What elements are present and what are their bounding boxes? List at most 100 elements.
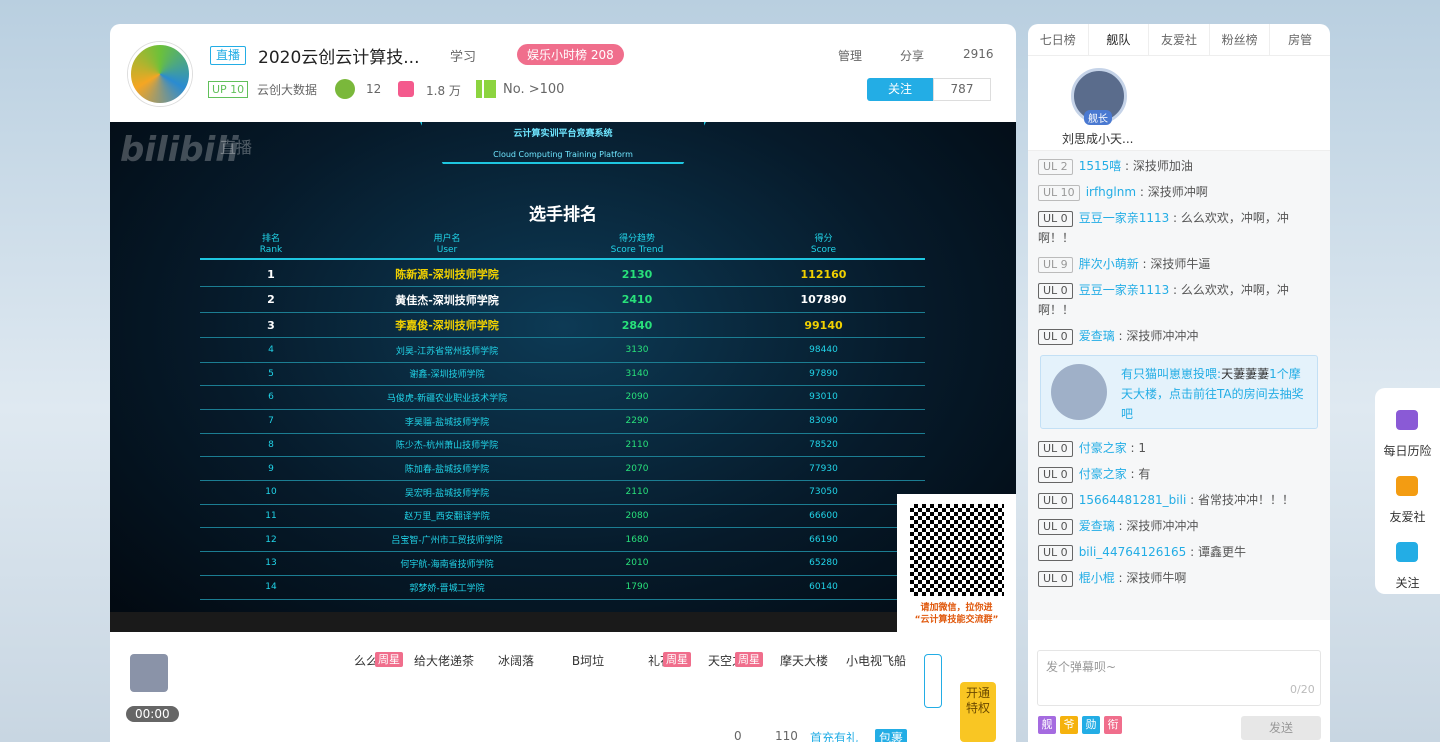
viewers: 2916	[963, 47, 994, 61]
chat-user[interactable]: bili_44764126165	[1078, 545, 1187, 559]
medal[interactable]: 舰	[1038, 716, 1056, 734]
table-header: 排名 Rank 用户名 User 得分趋势 Score Trend 得分 Score	[200, 234, 925, 260]
streamer-avatar[interactable]	[128, 42, 192, 106]
ranking-cell: 黄佳杰-深圳技师学院	[395, 293, 499, 307]
ranking-row: 10 吴宏明-盐城技师学院 2110 73050	[200, 481, 925, 505]
chat-user[interactable]: 付豪之家	[1078, 467, 1127, 481]
chat-message: UL 0 爱查璃 : 深技师冲冲冲	[1028, 513, 1330, 539]
tab[interactable]: 友爱社	[1148, 24, 1209, 55]
first-charge[interactable]: 首充有礼	[810, 731, 859, 742]
tab[interactable]: 房管	[1269, 24, 1330, 55]
silver: 110	[775, 729, 798, 742]
gift-item[interactable]: 礼花 周星	[625, 652, 695, 669]
ranking-cell: 97890	[809, 368, 838, 379]
ranking-row: 12 吕宝智-广州市工贸技师学院 1680 66190	[200, 528, 925, 553]
chat-separator: :	[1114, 329, 1127, 343]
user-level: UL 10	[1038, 185, 1080, 201]
ranking-cell: 李嘉俊-深圳技师学院	[395, 319, 499, 332]
chat-user[interactable]: 付豪之家	[1078, 441, 1127, 455]
user-level: UL 2	[1038, 159, 1073, 175]
chat-separator: :	[1186, 545, 1198, 559]
tab[interactable]: 舰队	[1087, 24, 1149, 55]
up-name[interactable]: 云创大数据	[257, 83, 318, 97]
chat-separator: :	[1186, 493, 1198, 507]
user-level: UL 0	[1038, 467, 1073, 483]
gift-target: 天萋萋萋	[1221, 367, 1270, 381]
gift-notice[interactable]: 有只猫叫崽崽投喂:天萋萋萋1个摩天大楼，点击前往TA的房间去抽奖吧	[1040, 355, 1318, 429]
system-subtitle: Cloud Computing Training Platform	[493, 150, 633, 159]
ranking-row: 11 赵万里_西安翻译学院 2080 66600	[200, 504, 925, 529]
ranking-cell: 刘昊-江苏省常州技师学院	[395, 346, 499, 357]
ranking-cell: 93010	[809, 392, 838, 403]
column-header: 得分趋势 Score Trend	[552, 234, 722, 258]
medal[interactable]: 勋	[1082, 716, 1100, 734]
float-item[interactable]: 关注	[1395, 576, 1420, 590]
tabs: 七日榜 舰队 友爱社 粉丝榜 房管	[1028, 24, 1330, 56]
chat-user[interactable]: 胖次小萌新	[1078, 257, 1139, 271]
video-player[interactable]: bilibili 直播 云计算实训平台竞赛系统 Cloud Computing Tra…	[110, 122, 1016, 632]
chat-user[interactable]: 豆豆一家亲1113	[1078, 283, 1170, 297]
gift-item[interactable]: 冰阔落	[481, 652, 551, 669]
chat-text: 谭鑫更牛	[1197, 545, 1246, 559]
tab[interactable]: 粉丝榜	[1208, 24, 1270, 55]
gift-item[interactable]: 小电视飞船	[841, 652, 911, 669]
ranking-cell: 66600	[809, 510, 838, 521]
chat-user[interactable]: 爱查璃	[1078, 519, 1115, 533]
privilege[interactable]: 开通特权	[960, 682, 996, 742]
package[interactable]: 包裹	[875, 729, 908, 742]
gift-item[interactable]: 天空之翼 周星	[697, 652, 767, 669]
send-button[interactable]: 发送	[1241, 716, 1321, 740]
tab[interactable]: 七日榜	[1039, 33, 1076, 47]
ranking-cell: 赵万里_西安翻译学院	[404, 512, 490, 523]
sidebar: 七日榜 舰队 友爱社 粉丝榜 房管 舰长 刘思成小天... UL 2 1515嘻 : 深技师加油…	[1028, 24, 1330, 742]
gift-item[interactable]: B坷垃	[553, 652, 623, 669]
manage[interactable]: 管理	[838, 49, 863, 63]
chat-message: UL 2 1515嘻 : 深技师加油	[1028, 153, 1330, 179]
video-logo-sub: 直播	[220, 138, 253, 157]
player-icon	[130, 654, 168, 692]
share[interactable]: 分享	[900, 49, 925, 63]
ranking-cell: 马俊虎-新疆农业职业技术学院	[386, 393, 508, 404]
hour-rank[interactable]: 娱乐小时榜 208	[517, 44, 624, 65]
captain-name[interactable]: 刘思成小天...	[1062, 132, 1134, 146]
ranking-cell: 1	[267, 267, 275, 281]
gift-item[interactable]: 摩天大楼	[769, 652, 839, 669]
ranking-cell: 谢鑫-深圳技师学院	[409, 370, 485, 381]
float-item[interactable]: 友爱社	[1389, 510, 1426, 524]
chat-message: UL 0 15664481281_bili : 省常技冲冲！！！	[1028, 487, 1330, 513]
chat-user[interactable]: 1515嘻	[1078, 159, 1122, 173]
medal[interactable]: 爷	[1060, 716, 1078, 734]
follow-button[interactable]: 关注	[867, 78, 933, 101]
chat-user[interactable]: 15664481281_bili	[1078, 493, 1187, 507]
chat-text: 深技师冲冲冲	[1126, 519, 1199, 533]
ranking-cell: 2410	[621, 293, 653, 306]
gift-icon	[398, 81, 414, 97]
chat-message: UL 0 棍小棍 : 深技师牛啊	[1028, 565, 1330, 591]
qr-caption: “云计算技能交流群”	[914, 615, 999, 625]
chat-user[interactable]: 爱查璃	[1078, 329, 1115, 343]
user-level: UL 0	[1038, 283, 1073, 299]
ranking-cell: 吴宏明-盐城技师学院	[404, 488, 490, 499]
gift-count: 1.8 万	[426, 84, 461, 98]
gold: 0	[734, 729, 742, 742]
chat-user[interactable]: irfhglnm	[1085, 185, 1137, 199]
ranking-cell: 98440	[809, 345, 838, 355]
expand-button[interactable]	[924, 654, 942, 708]
medal[interactable]: 衔	[1104, 716, 1122, 734]
chat-user[interactable]: 豆豆一家亲1113	[1078, 211, 1170, 225]
qr-caption: 请加微信，拉你进	[920, 603, 993, 613]
ranking-cell: 10	[265, 487, 277, 498]
gift-name: 给大佬递茶	[413, 654, 474, 668]
column-header-line: 得分趋势	[618, 234, 655, 244]
float-item[interactable]: 每日历险	[1383, 444, 1432, 458]
ranking-cell: 2110	[625, 439, 649, 450]
user-level: UL 0	[1038, 545, 1073, 561]
chat-user[interactable]: 棍小棍	[1078, 571, 1115, 585]
chat-text: 有	[1138, 467, 1151, 481]
category[interactable]: 学习	[450, 50, 477, 65]
gift-item[interactable]: 给大佬递茶	[409, 652, 479, 669]
gift-bar: 00:00 么么哒 周星 给大佬递茶 冰阔落 B坷垃 礼花 周星 天空之翼 周星 摩天大楼 小电视飞船…	[110, 632, 1016, 742]
gift-item[interactable]: 么么哒 周星	[337, 652, 407, 669]
system-title: 云计算实训平台竞赛系统	[513, 129, 613, 139]
